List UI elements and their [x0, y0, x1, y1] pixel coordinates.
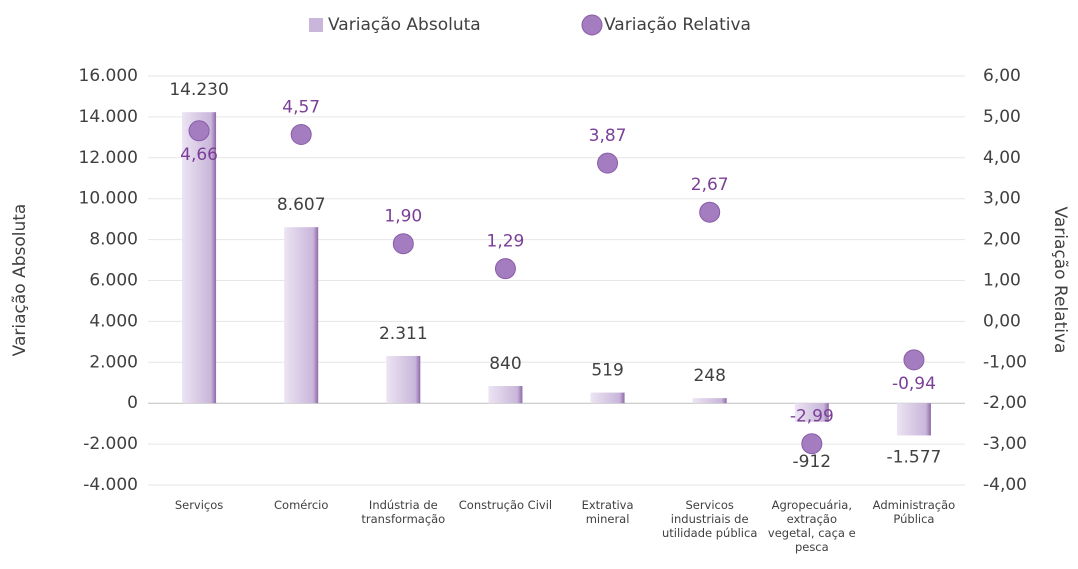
y-tick-label: 4.000	[89, 311, 138, 331]
y-tick-label: 8.000	[89, 230, 138, 250]
y-tick-label: -4.000	[83, 475, 138, 495]
bar-value-label: 519	[591, 361, 623, 381]
y2-tick-label: 4,00	[983, 148, 1021, 168]
point-value-label: -2,99	[790, 407, 834, 427]
bar	[590, 392, 625, 404]
x-tick-label: Extrativa mineral	[581, 498, 634, 526]
y2-tick-label: 2,00	[983, 230, 1021, 250]
y2-tick-label: -4,00	[983, 475, 1027, 495]
y2-tick-label: 3,00	[983, 189, 1021, 209]
x-tick-label: Administração Pública	[872, 498, 956, 526]
x-tick-label: Servicos industriais de utilidade públic…	[661, 498, 758, 540]
point	[597, 152, 619, 174]
legend-label: Variação Absoluta	[328, 15, 481, 35]
point	[494, 258, 516, 280]
point-value-label: 1,90	[384, 207, 422, 227]
y2-tick-label: 1,00	[983, 271, 1021, 291]
point	[903, 349, 925, 371]
bar	[692, 398, 727, 404]
x-tick-label: Serviços	[174, 498, 224, 512]
y-tick-label: 14.000	[79, 107, 138, 127]
y-tick-label: 6.000	[89, 271, 138, 291]
point-value-label: 1,29	[487, 232, 525, 252]
legend-swatch	[581, 14, 603, 36]
bar-value-label: 2.311	[379, 324, 428, 344]
legend-label: Variação Relativa	[604, 15, 751, 35]
point	[699, 201, 721, 223]
point	[801, 433, 823, 455]
point	[188, 120, 210, 142]
bar-value-label: 14.230	[169, 80, 228, 100]
y2-tick-label: -2,00	[983, 393, 1027, 413]
y2-tick-label: -3,00	[983, 434, 1027, 454]
legend-swatch	[309, 18, 323, 32]
point	[392, 233, 414, 255]
y-tick-label: -2.000	[83, 434, 138, 454]
point-value-label: 4,66	[180, 145, 218, 165]
bar	[386, 355, 421, 404]
y-tick-label: 0	[127, 393, 138, 413]
y2-tick-label: 5,00	[983, 107, 1021, 127]
bar-value-label: 840	[489, 354, 521, 374]
bar-value-label: 8.607	[277, 195, 326, 215]
y-tick-label: 12.000	[79, 148, 138, 168]
point-value-label: 3,87	[589, 126, 627, 146]
bar	[896, 403, 931, 436]
bar	[794, 403, 829, 422]
bar	[488, 386, 523, 404]
x-tick-label: Agropecuária, extração vegetal, caça e p…	[767, 498, 856, 554]
y2-tick-label: -1,00	[983, 352, 1027, 372]
point-value-label: 2,67	[691, 175, 729, 195]
y2-axis-title: Variação Relativa	[1050, 207, 1070, 354]
y-tick-label: 16.000	[79, 66, 138, 86]
bar-value-label: -912	[793, 452, 832, 472]
point	[290, 123, 312, 145]
y2-tick-label: 6,00	[983, 66, 1021, 86]
y-axis-title: Variação Absoluta	[10, 204, 30, 357]
y-tick-label: 10.000	[79, 189, 138, 209]
point-value-label: 4,57	[282, 97, 320, 117]
bar-value-label: 248	[693, 366, 725, 386]
bar	[182, 112, 217, 404]
y-tick-label: 2.000	[89, 352, 138, 372]
bar	[284, 227, 319, 404]
y2-tick-label: 0,00	[983, 311, 1021, 331]
x-tick-label: Construção Civil	[458, 498, 553, 512]
point-value-label: -0,94	[892, 374, 936, 394]
x-tick-label: Indústria de transformação	[361, 498, 446, 526]
bar-value-label: -1.577	[887, 447, 942, 467]
x-tick-label: Comércio	[274, 498, 329, 512]
